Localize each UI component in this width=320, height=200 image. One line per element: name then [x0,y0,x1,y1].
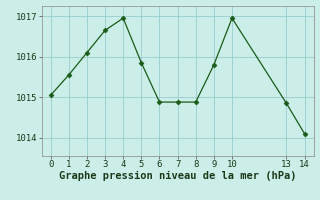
X-axis label: Graphe pression niveau de la mer (hPa): Graphe pression niveau de la mer (hPa) [59,171,296,181]
